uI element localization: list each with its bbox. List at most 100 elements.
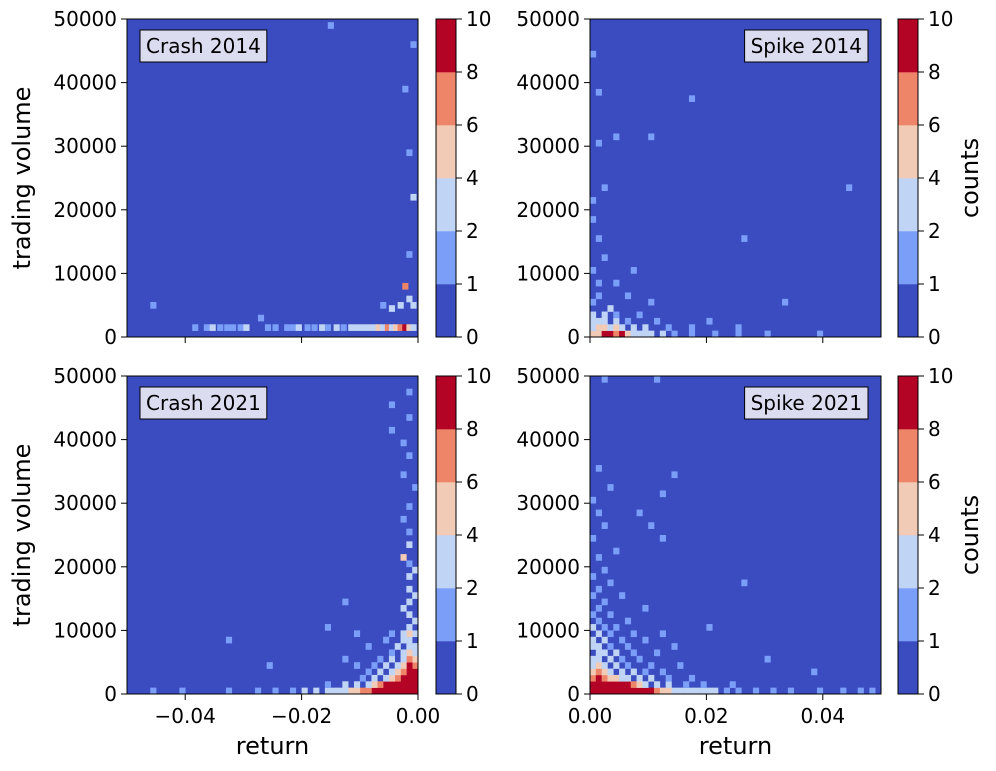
y-tick-label: 30000 bbox=[516, 134, 580, 158]
y-tick-label: 0 bbox=[104, 325, 117, 349]
panel-title-text: Spike 2014 bbox=[751, 34, 862, 58]
colorbar-tick-label: 2 bbox=[928, 219, 941, 243]
heatmap-cell bbox=[400, 439, 407, 447]
heatmap-cell bbox=[225, 687, 233, 694]
heatmap-cell bbox=[752, 687, 760, 694]
heatmap-cell bbox=[642, 681, 649, 688]
heatmap-cell bbox=[406, 503, 413, 510]
heatmap-cell bbox=[359, 687, 366, 694]
colorbar-tick-label: 4 bbox=[466, 523, 479, 547]
heatmap-cell bbox=[400, 674, 407, 682]
colorbar-segment bbox=[436, 72, 456, 126]
colorbar-segment bbox=[436, 178, 456, 232]
heatmap-cell bbox=[665, 681, 672, 688]
heatmap-cell bbox=[410, 302, 417, 309]
colorbar-tick-label: 6 bbox=[466, 470, 479, 494]
heatmap-cell bbox=[383, 636, 390, 644]
heatmap-cell bbox=[400, 630, 407, 638]
heatmap-cell bbox=[590, 324, 597, 331]
heatmap-cell bbox=[406, 295, 413, 303]
heatmap-cell bbox=[237, 324, 244, 331]
heatmap-cell bbox=[353, 681, 361, 688]
heatmap-cell bbox=[595, 324, 602, 331]
y-tick-label: 0 bbox=[567, 682, 580, 706]
heatmap-cell bbox=[619, 330, 626, 337]
panel-title-text: Crash 2014 bbox=[146, 34, 261, 58]
heatmap-cell bbox=[410, 193, 417, 201]
x-tick-label: −0.04 bbox=[155, 704, 216, 728]
heatmap-cell bbox=[595, 630, 602, 638]
colorbar-segment bbox=[436, 125, 456, 179]
heatmap-cell bbox=[348, 687, 355, 694]
colorbar-tick-label: 10 bbox=[928, 7, 953, 31]
heatmap-cell bbox=[590, 655, 597, 663]
colorbar-label: counts bbox=[956, 138, 984, 218]
colorbar-tick-label: 6 bbox=[928, 113, 941, 137]
heatmap-cell bbox=[392, 324, 400, 331]
colorbar-tick-label: 0 bbox=[466, 325, 479, 349]
heatmap-cell bbox=[406, 687, 413, 694]
x-axis-label: return bbox=[236, 732, 309, 760]
heatmap-cell bbox=[613, 649, 620, 657]
colorbar-segment bbox=[898, 284, 918, 338]
heatmap-cell bbox=[311, 324, 318, 331]
colorbar-tick-label: 2 bbox=[466, 219, 479, 243]
heatmap-cell bbox=[394, 668, 401, 676]
heatmap-cell bbox=[590, 668, 597, 676]
heatmap-cell bbox=[388, 324, 396, 331]
heatmap-cell bbox=[192, 324, 199, 331]
colorbar-tick-label: 8 bbox=[928, 60, 941, 84]
heatmap-cell bbox=[613, 324, 620, 331]
heatmap-cell bbox=[601, 681, 608, 688]
x-tick-label: −0.02 bbox=[271, 704, 332, 728]
heatmap-cell bbox=[342, 598, 349, 606]
heatmap-cell bbox=[648, 330, 655, 337]
heatmap-cell bbox=[671, 687, 678, 694]
heatmap-cell bbox=[324, 324, 331, 331]
colorbar-segment bbox=[898, 72, 918, 126]
heatmap-cell bbox=[712, 687, 719, 694]
heatmap-cell bbox=[636, 687, 643, 694]
heatmap-cell bbox=[613, 311, 620, 319]
heatmap-cell bbox=[636, 311, 643, 319]
heatmap-cell bbox=[590, 330, 597, 337]
heatmap-cell bbox=[388, 668, 396, 676]
heatmap-cell bbox=[723, 687, 730, 694]
heatmap-cell bbox=[729, 681, 736, 688]
colorbar-tick-label: 1 bbox=[928, 629, 941, 653]
heatmap-cell bbox=[595, 655, 602, 663]
heatmap-cell bbox=[400, 604, 407, 612]
heatmap-cell bbox=[340, 324, 347, 331]
colorbar-segment bbox=[436, 376, 456, 430]
panel-title-box bbox=[744, 386, 869, 420]
heatmap-cell bbox=[607, 484, 614, 491]
heatmap-cell bbox=[400, 681, 407, 688]
heatmap-cell bbox=[230, 324, 237, 331]
heatmap-cell bbox=[619, 636, 626, 644]
colorbar-segment bbox=[898, 535, 918, 589]
x-tick-label: 0.02 bbox=[684, 704, 729, 728]
heatmap-cell bbox=[630, 630, 637, 638]
heatmap-cell bbox=[590, 592, 597, 599]
x-tick-label: 0.04 bbox=[801, 704, 846, 728]
heatmap-cell bbox=[636, 655, 643, 663]
colorbar: 0 1 2 4 6 8 10 counts bbox=[897, 364, 984, 706]
y-tick-label: 40000 bbox=[53, 71, 117, 95]
heatmap-cell bbox=[648, 133, 655, 141]
heatmap-cell bbox=[619, 668, 626, 676]
heatmap-cell bbox=[365, 324, 372, 331]
heatmap-cell bbox=[406, 611, 413, 618]
heatmap-cell bbox=[406, 681, 413, 688]
heatmap-cell bbox=[289, 324, 297, 331]
colorbar-segment bbox=[898, 178, 918, 232]
heatmap-cell bbox=[607, 611, 614, 618]
y-tick-label: 50000 bbox=[516, 7, 580, 31]
y-tick-label: 20000 bbox=[516, 198, 580, 222]
y-tick-label: 30000 bbox=[53, 134, 117, 158]
heatmap-cell bbox=[410, 41, 417, 48]
colorbar-segment bbox=[436, 429, 456, 483]
heatmap-cell bbox=[406, 598, 413, 606]
heatmap-cell bbox=[601, 636, 608, 644]
heatmap-cell bbox=[406, 649, 413, 657]
heatmap-cell bbox=[700, 687, 707, 694]
